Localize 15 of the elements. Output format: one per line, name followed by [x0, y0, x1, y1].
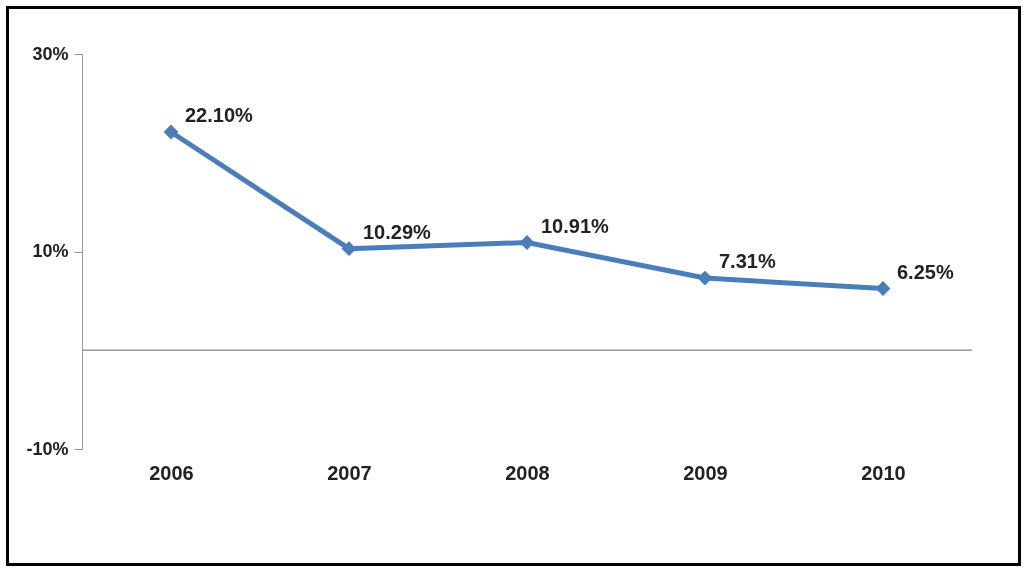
- x-tick-label: 2006: [149, 461, 194, 484]
- y-tick-label: 10%: [32, 241, 69, 261]
- x-tick-label: 2008: [505, 461, 550, 484]
- point: [697, 270, 713, 286]
- y-tick-label: -10%: [26, 438, 69, 459]
- x-tick-label: 2007: [327, 461, 372, 484]
- data-label: 6.25%: [897, 260, 954, 283]
- y-tick-label: 30%: [32, 43, 69, 64]
- data-label: 10.91%: [541, 214, 610, 237]
- point: [163, 124, 179, 140]
- x-tick-label: 2009: [683, 461, 728, 484]
- x-tick-label: 2010: [861, 461, 906, 484]
- data-label: 10.29%: [363, 220, 432, 243]
- data-label: 7.31%: [719, 250, 776, 273]
- data-label: 22.10%: [185, 104, 254, 127]
